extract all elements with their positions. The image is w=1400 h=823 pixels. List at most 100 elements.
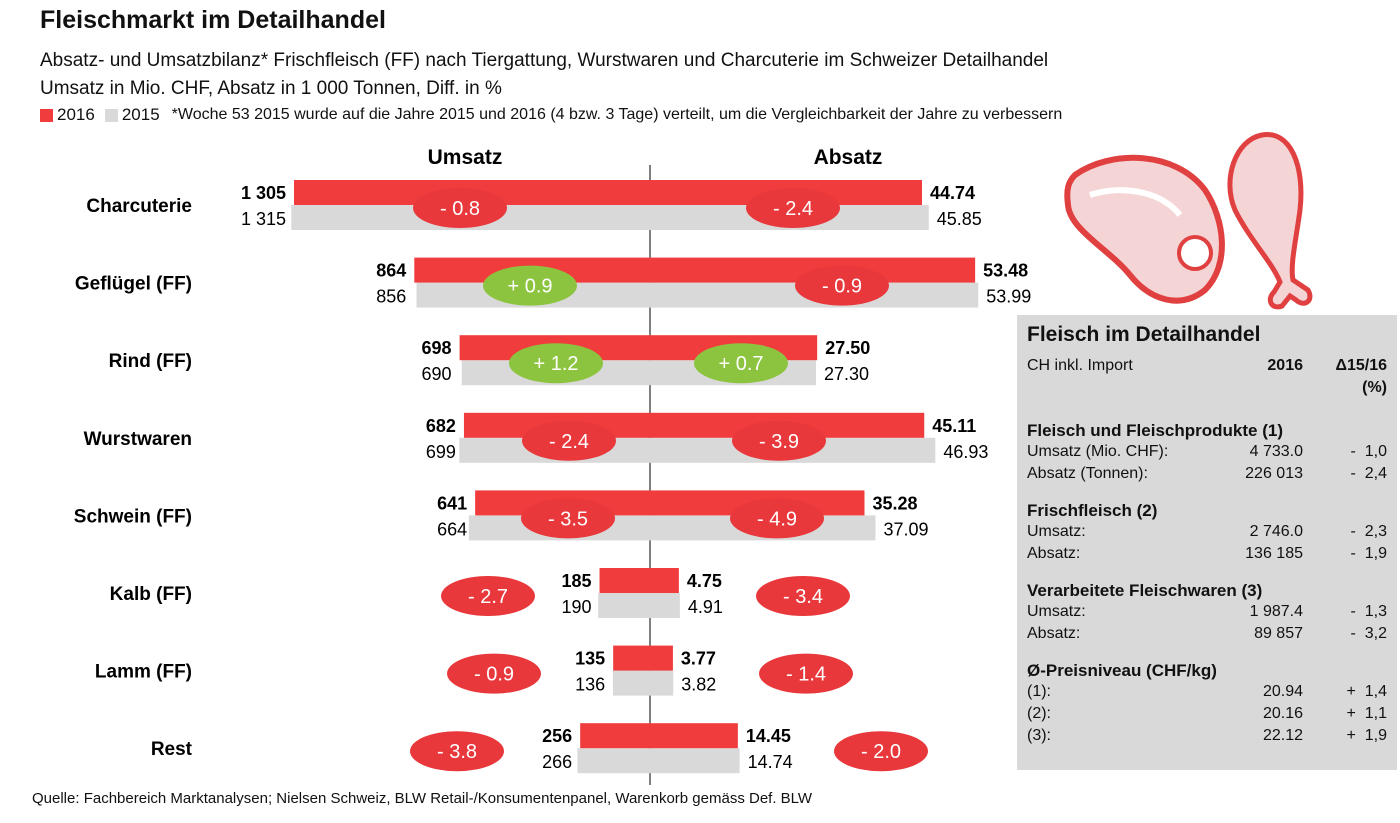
diff-label-absatz: - 1.4	[786, 664, 826, 686]
info-row-label: Absatz:	[1027, 545, 1081, 562]
info-row-value: 20.94	[1262, 683, 1303, 700]
category-label: Rind (FF)	[109, 351, 192, 372]
diff-bubble-umsatz	[521, 498, 615, 539]
info-subtitle: CH inkl. Import	[1027, 357, 1133, 374]
info-row-value: 22.12	[1262, 727, 1303, 744]
panel-title-absatz: Absatz	[814, 146, 883, 169]
diff-bubble-absatz	[759, 653, 853, 694]
info-row-value: 226 013	[1245, 465, 1303, 482]
diff-label-absatz: - 0.9	[822, 276, 862, 298]
diff-bubble-absatz	[834, 731, 928, 772]
info-row-value: 20.16	[1262, 705, 1303, 722]
absatz-2015-label: 27.30	[824, 364, 869, 384]
diff-bubble-absatz	[746, 188, 840, 228]
info-col-delta-unit: (%)	[1362, 379, 1387, 396]
diff-label-umsatz: - 0.9	[474, 664, 514, 686]
diff-label-umsatz: - 2.7	[468, 586, 508, 608]
info-row-label: Absatz:	[1027, 625, 1081, 642]
legend-label-2015: 2015	[121, 105, 160, 124]
info-row-value: 89 857	[1254, 625, 1303, 642]
bar-umsatz-2016	[599, 568, 650, 593]
umsatz-2016-label: 185	[561, 571, 591, 591]
absatz-2015-label: 53.99	[986, 287, 1031, 307]
info-row-label: Umsatz:	[1027, 603, 1086, 620]
bar-umsatz-2015	[577, 748, 650, 774]
umsatz-2015-label: 690	[422, 364, 452, 384]
category-label: Geflügel (FF)	[75, 274, 192, 295]
info-section-heading: Frischfleisch (2)	[1027, 501, 1158, 520]
category-label: Wurstwaren	[84, 429, 192, 450]
umsatz-2016-label: 641	[437, 493, 467, 513]
info-row-delta: - 1,3	[1350, 603, 1387, 620]
diff-bubble-umsatz	[522, 420, 616, 461]
info-row-label: Absatz (Tonnen):	[1027, 465, 1148, 482]
umsatz-2016-label: 135	[575, 649, 605, 669]
info-row: Absatz: 89 857 - 3,2	[1027, 625, 1387, 645]
legend: 2016 2015 *Woche 53 2015 wurde auf die J…	[40, 105, 1062, 125]
diff-bubble-umsatz	[447, 653, 541, 694]
info-row: Umsatz: 2 746.0 - 2,3	[1027, 523, 1387, 543]
info-row-label: (1):	[1027, 683, 1051, 700]
info-row-delta: - 2,3	[1350, 523, 1387, 540]
info-row: Absatz (Tonnen): 226 013 - 2,4	[1027, 465, 1387, 485]
absatz-2016-label: 35.28	[872, 493, 917, 513]
diff-bubble-absatz	[756, 576, 850, 616]
diff-bubble-absatz	[732, 420, 826, 461]
info-row-delta: - 1,0	[1350, 443, 1387, 460]
info-row-label: Umsatz (Mio. CHF):	[1027, 443, 1169, 460]
absatz-2016-label: 53.48	[983, 261, 1028, 281]
info-row-label: (2):	[1027, 705, 1051, 722]
info-col-year: 2016	[1267, 357, 1303, 374]
diff-bubble-umsatz	[441, 576, 535, 616]
umsatz-2015-label: 1 315	[241, 209, 286, 229]
absatz-2015-label: 46.93	[943, 442, 988, 462]
absatz-2015-label: 45.85	[937, 209, 982, 229]
diff-label-absatz: - 3.4	[783, 586, 823, 608]
info-section-heading: Fleisch und Fleischprodukte (1)	[1027, 421, 1283, 440]
bar-umsatz-2016	[580, 723, 650, 749]
umsatz-2015-label: 136	[575, 675, 605, 695]
chart-units: Umsatz in Mio. CHF, Absatz in 1 000 Tonn…	[40, 78, 502, 99]
diff-label-absatz: - 2.0	[861, 741, 901, 763]
bar-absatz-2016	[650, 723, 738, 749]
chicken-leg-icon	[1227, 132, 1313, 310]
umsatz-2015-label: 266	[542, 752, 572, 772]
source-note: Quelle: Fachbereich Marktanalysen; Niels…	[32, 790, 813, 807]
diff-label-umsatz: - 3.8	[437, 741, 477, 763]
info-row: (2): 20.16 + 1,1	[1027, 705, 1387, 725]
info-row: Umsatz: 1 987.4 - 1,3	[1027, 603, 1387, 623]
umsatz-2015-label: 856	[376, 287, 406, 307]
umsatz-2016-label: 256	[542, 726, 572, 746]
umsatz-2015-label: 699	[426, 442, 456, 462]
info-title: Fleisch im Detailhandel	[1027, 323, 1261, 346]
category-label: Kalb (FF)	[110, 584, 192, 605]
umsatz-2015-label: 664	[437, 519, 467, 539]
absatz-2016-label: 3.77	[681, 649, 716, 669]
info-row-delta: + 1,9	[1346, 727, 1387, 744]
umsatz-2015-label: 190	[561, 597, 591, 617]
info-row-delta: - 2,4	[1350, 465, 1387, 482]
category-label: Schwein (FF)	[74, 506, 192, 527]
info-section-heading: Ø-Preisniveau (CHF/kg)	[1027, 661, 1217, 680]
chart-title: Fleischmarkt im Detailhandel	[40, 6, 386, 34]
info-row: (3): 22.12 + 1,9	[1027, 727, 1387, 747]
chart-subtitle: Absatz- und Umsatzbilanz* Frischfleisch …	[40, 50, 1049, 71]
absatz-2015-label: 37.09	[883, 519, 928, 539]
bar-umsatz-2015	[612, 670, 650, 696]
legend-label-2016: 2016	[57, 105, 95, 124]
category-label: Lamm (FF)	[95, 662, 192, 683]
info-row-delta: - 1,9	[1350, 545, 1387, 562]
info-row-value: 2 746.0	[1249, 523, 1303, 540]
absatz-2015-label: 3.82	[681, 675, 716, 695]
absatz-2016-label: 45.11	[932, 416, 976, 436]
diff-label-absatz: + 0.7	[718, 353, 763, 375]
info-row-delta: + 1,4	[1346, 683, 1387, 700]
umsatz-2016-label: 864	[376, 261, 406, 281]
absatz-2015-label: 14.74	[748, 752, 793, 772]
legend-swatch-2016	[40, 108, 53, 122]
bar-absatz-2015	[650, 670, 674, 696]
info-row-value: 4 733.0	[1249, 443, 1303, 460]
diff-label-umsatz: - 3.5	[548, 508, 588, 530]
absatz-2016-label: 14.45	[746, 726, 791, 746]
